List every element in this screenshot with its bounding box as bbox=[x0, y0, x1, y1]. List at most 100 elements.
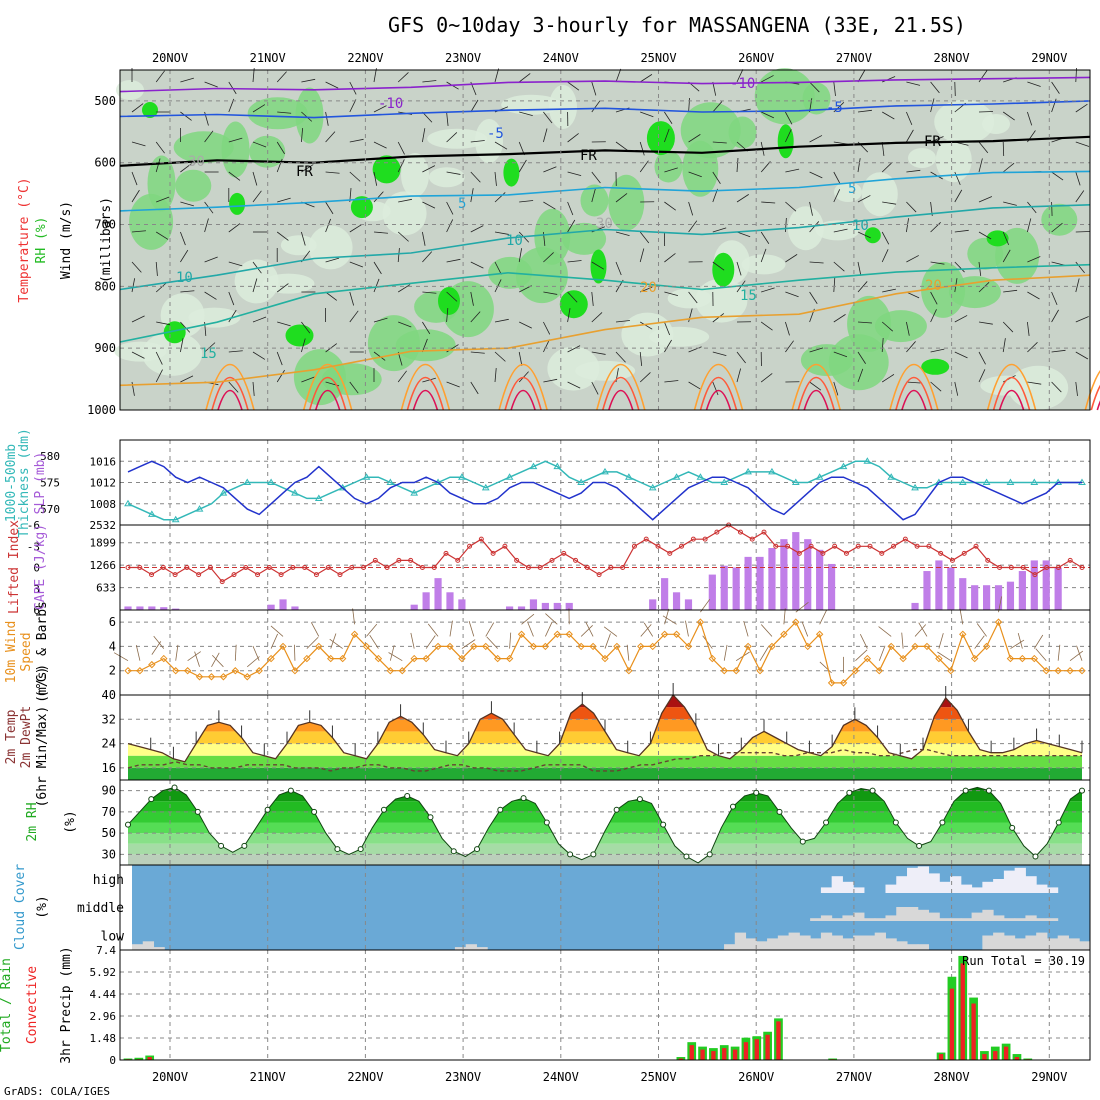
wind-barb bbox=[349, 381, 359, 394]
rh-point bbox=[311, 808, 318, 815]
wind10-barb bbox=[545, 621, 553, 637]
wind-speed-point bbox=[362, 642, 371, 651]
wind-barb bbox=[1075, 261, 1085, 274]
rh-point bbox=[939, 819, 946, 826]
wind-speed-point bbox=[505, 654, 514, 663]
wind-barb bbox=[688, 220, 698, 233]
isotherm-lobe bbox=[693, 363, 744, 411]
rh-point bbox=[1055, 819, 1062, 826]
wind-speed-point bbox=[195, 673, 204, 681]
cloud-low-cell bbox=[820, 932, 833, 950]
cloud-high-cell bbox=[928, 873, 940, 893]
rh-point bbox=[776, 808, 783, 815]
isotherm-lobe bbox=[406, 376, 445, 411]
rh-saturated-blob bbox=[438, 287, 460, 315]
lifted-point bbox=[184, 565, 190, 570]
wind-barb bbox=[180, 111, 192, 121]
wind-barb bbox=[978, 281, 990, 293]
wind-speed-point bbox=[183, 667, 192, 675]
wind-barb bbox=[567, 291, 578, 303]
lifted-point bbox=[443, 550, 449, 556]
wind-barb bbox=[615, 231, 630, 237]
isotherm-line bbox=[119, 263, 1091, 343]
wind-barb bbox=[833, 189, 841, 203]
wind-barb bbox=[833, 81, 836, 96]
wind-speed-point bbox=[863, 654, 872, 663]
rh-point bbox=[218, 842, 225, 849]
wind-barb bbox=[228, 291, 235, 306]
rh-saturated-blob bbox=[142, 102, 158, 118]
wind-barb bbox=[301, 376, 315, 383]
wind-barb bbox=[833, 228, 848, 233]
rh-saturated-blob bbox=[921, 358, 950, 375]
wind-barb bbox=[881, 321, 894, 332]
cloud-middle-cell bbox=[907, 907, 919, 921]
isotherm-line bbox=[119, 274, 1091, 387]
cloud-high-cell bbox=[907, 867, 919, 893]
isotherm-lobe bbox=[986, 363, 1037, 411]
wind-barb bbox=[736, 158, 739, 173]
precip-convective-bar bbox=[732, 1049, 738, 1060]
wind-speed-point bbox=[708, 654, 717, 663]
wind-barb bbox=[785, 254, 798, 263]
wind-barb bbox=[494, 351, 506, 362]
lifted-point bbox=[1008, 565, 1014, 570]
wind-barb bbox=[1027, 256, 1041, 263]
cloud-high-cell bbox=[939, 881, 951, 893]
lifted-point bbox=[525, 565, 531, 570]
wind-speed-point bbox=[911, 642, 919, 651]
wind-barb bbox=[397, 284, 411, 293]
day-label-bottom: 23NOV bbox=[445, 1070, 481, 1084]
rh-blob bbox=[221, 121, 250, 178]
temp-tick-label: 40 bbox=[102, 688, 116, 702]
wind-barb bbox=[131, 141, 146, 147]
wind-barb bbox=[906, 255, 919, 263]
wind10-barb bbox=[819, 609, 828, 625]
cape-bar bbox=[517, 606, 526, 610]
wind-barb bbox=[1051, 98, 1057, 113]
cloud-middle-cell bbox=[853, 912, 865, 921]
wind-barb bbox=[155, 231, 169, 240]
rh-saturated-blob bbox=[646, 121, 675, 156]
thickness-point bbox=[982, 478, 991, 485]
wind-barb bbox=[301, 164, 314, 173]
lifted-point bbox=[537, 565, 543, 570]
wind-barb bbox=[156, 196, 170, 203]
wind-speed-point bbox=[243, 673, 251, 681]
wind10-barb bbox=[252, 645, 260, 661]
cloud-middle-cell bbox=[863, 918, 876, 921]
wind-speed-point bbox=[684, 642, 693, 651]
wind-speed-point bbox=[291, 667, 299, 675]
panel-precip: 0 1.48 2.96 4.44 5.92 7.4 Run Total = 30.19 bbox=[90, 944, 1091, 1067]
isotherm-lobe bbox=[211, 376, 249, 411]
wind-speed-point bbox=[1030, 654, 1039, 663]
lifted-point bbox=[408, 557, 414, 563]
lifted-tick-label: -6 bbox=[27, 519, 40, 532]
precip-convective-bar bbox=[776, 1021, 781, 1060]
wind-barb bbox=[325, 257, 340, 263]
rh-blob bbox=[787, 206, 824, 251]
thickness-point bbox=[505, 473, 514, 480]
wind-speed-point bbox=[338, 654, 347, 663]
wind-barb bbox=[131, 315, 145, 323]
cloud-middle-cell bbox=[1003, 918, 1016, 921]
wind-barb bbox=[494, 68, 500, 83]
lifted-point bbox=[313, 572, 319, 578]
wind-speed-point bbox=[982, 642, 991, 651]
lifted-point bbox=[502, 543, 508, 549]
cape-bar bbox=[172, 608, 180, 610]
cloud-low-cell bbox=[810, 938, 822, 950]
rh-band bbox=[128, 833, 1082, 844]
wind-barb bbox=[180, 321, 191, 333]
wind-barb bbox=[857, 69, 866, 83]
wind-speed-point bbox=[720, 667, 728, 675]
wind-speed-point bbox=[887, 642, 895, 651]
wind10-barb bbox=[461, 639, 476, 649]
cape-bar bbox=[1006, 581, 1015, 610]
isotherm-line bbox=[119, 100, 1091, 119]
wind-barb bbox=[760, 373, 773, 383]
rh-point bbox=[194, 808, 201, 815]
wind-barb bbox=[1027, 341, 1038, 353]
slp-tick-label: 1016 bbox=[90, 455, 117, 468]
wind-barb bbox=[1027, 111, 1033, 126]
